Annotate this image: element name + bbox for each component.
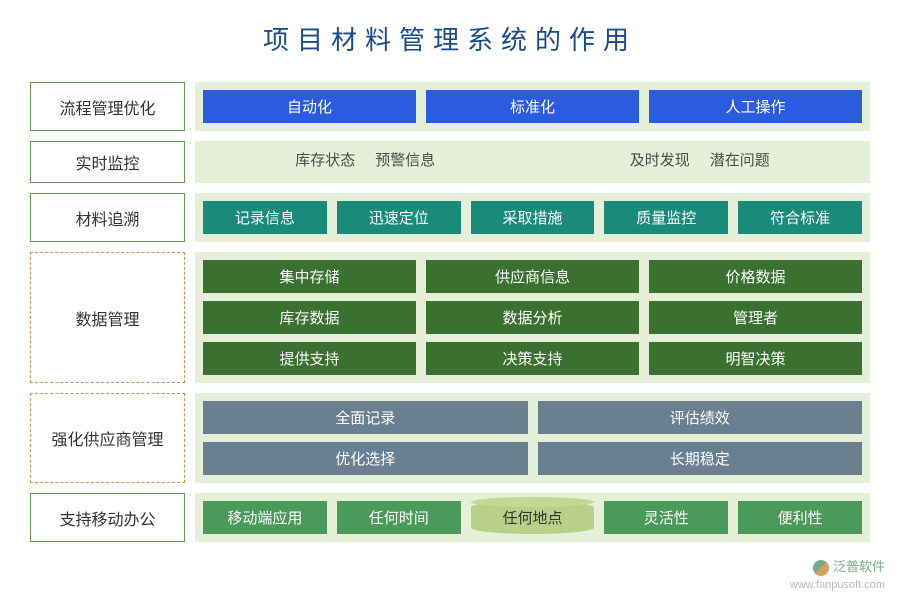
text-item: 预警信息	[375, 149, 435, 170]
text-group: 及时发现潜在问题	[538, 149, 863, 170]
pill: 灵活性	[604, 501, 728, 534]
pill: 移动端应用	[203, 501, 327, 534]
row-content: 自动化标准化人工操作	[195, 82, 870, 131]
diagram-row: 数据管理集中存储供应商信息价格数据库存数据数据分析管理者提供支持决策支持明智决策	[30, 252, 870, 383]
row-content: 全面记录评估绩效优化选择长期稳定	[195, 393, 870, 483]
pill: 任何时间	[337, 501, 461, 534]
pill: 长期稳定	[538, 442, 863, 475]
diagram-row: 材料追溯记录信息迅速定位采取措施质量监控符合标准	[30, 193, 870, 242]
pill: 迅速定位	[337, 201, 461, 234]
content-line: 集中存储供应商信息价格数据	[203, 260, 862, 293]
pill: 人工操作	[649, 90, 862, 123]
pill: 全面记录	[203, 401, 528, 434]
pill: 标准化	[426, 90, 639, 123]
row-content: 移动端应用任何时间任何地点灵活性便利性	[195, 493, 870, 542]
pill: 数据分析	[426, 301, 639, 334]
pill: 管理者	[649, 301, 862, 334]
diagram-row: 强化供应商管理全面记录评估绩效优化选择长期稳定	[30, 393, 870, 483]
pill: 采取措施	[471, 201, 595, 234]
pill: 符合标准	[738, 201, 862, 234]
content-line: 提供支持决策支持明智决策	[203, 342, 862, 375]
diagram-body: 流程管理优化自动化标准化人工操作实时监控库存状态预警信息及时发现潜在问题材料追溯…	[30, 82, 870, 542]
content-line: 库存状态预警信息及时发现潜在问题	[203, 149, 862, 170]
pill: 库存数据	[203, 301, 416, 334]
row-label: 支持移动办公	[30, 493, 185, 542]
watermark-logo-icon	[813, 560, 829, 576]
row-content: 库存状态预警信息及时发现潜在问题	[195, 141, 870, 183]
pill: 价格数据	[649, 260, 862, 293]
row-label: 实时监控	[30, 141, 185, 183]
watermark-url: www.fanpusoft.com	[790, 579, 885, 591]
content-line: 库存数据数据分析管理者	[203, 301, 862, 334]
text-group: 库存状态预警信息	[203, 149, 528, 170]
watermark: 泛普软件 www.fanpusoft.com	[790, 559, 885, 592]
text-item: 库存状态	[295, 149, 355, 170]
pill: 任何地点	[471, 501, 595, 534]
diagram-row: 实时监控库存状态预警信息及时发现潜在问题	[30, 141, 870, 183]
content-line: 记录信息迅速定位采取措施质量监控符合标准	[203, 201, 862, 234]
pill: 优化选择	[203, 442, 528, 475]
row-label: 材料追溯	[30, 193, 185, 242]
row-content: 记录信息迅速定位采取措施质量监控符合标准	[195, 193, 870, 242]
content-line: 优化选择长期稳定	[203, 442, 862, 475]
content-line: 全面记录评估绩效	[203, 401, 862, 434]
row-label: 流程管理优化	[30, 82, 185, 131]
pill: 集中存储	[203, 260, 416, 293]
pill: 提供支持	[203, 342, 416, 375]
pill: 评估绩效	[538, 401, 863, 434]
pill: 记录信息	[203, 201, 327, 234]
diagram-title: 项目材料管理系统的作用	[30, 20, 870, 57]
row-label: 数据管理	[30, 252, 185, 383]
pill: 自动化	[203, 90, 416, 123]
content-line: 移动端应用任何时间任何地点灵活性便利性	[203, 501, 862, 534]
row-label: 强化供应商管理	[30, 393, 185, 483]
diagram-row: 支持移动办公移动端应用任何时间任何地点灵活性便利性	[30, 493, 870, 542]
diagram-row: 流程管理优化自动化标准化人工操作	[30, 82, 870, 131]
pill: 明智决策	[649, 342, 862, 375]
text-item: 潜在问题	[710, 149, 770, 170]
watermark-brand: 泛普软件	[833, 559, 885, 574]
row-content: 集中存储供应商信息价格数据库存数据数据分析管理者提供支持决策支持明智决策	[195, 252, 870, 383]
pill: 便利性	[738, 501, 862, 534]
text-item: 及时发现	[630, 149, 690, 170]
content-line: 自动化标准化人工操作	[203, 90, 862, 123]
pill: 决策支持	[426, 342, 639, 375]
pill: 质量监控	[604, 201, 728, 234]
pill: 供应商信息	[426, 260, 639, 293]
